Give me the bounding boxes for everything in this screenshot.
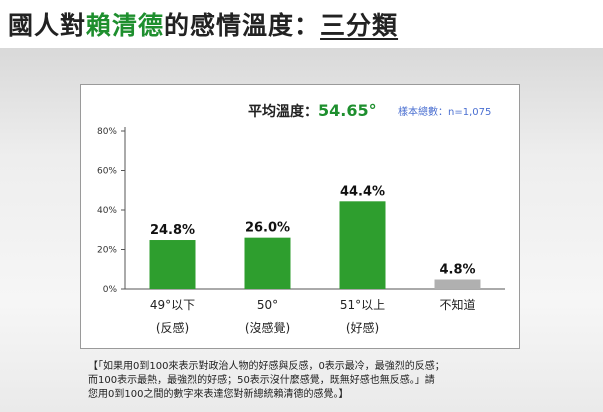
y-tick-label: 60% bbox=[97, 167, 117, 177]
average-label: 平均溫度： bbox=[248, 104, 318, 120]
bar-value-label: 44.4% bbox=[340, 184, 385, 199]
y-tick-label: 20% bbox=[97, 246, 117, 256]
note-line: 而100表示最熱，最強烈的好感；50表示沒什麼感覺，既無好感也無反感。」請 bbox=[88, 375, 435, 386]
y-tick-label: 40% bbox=[97, 206, 117, 216]
page-title: 國人對賴清德的感情溫度：三分類 bbox=[8, 6, 398, 42]
y-tick-label: 0% bbox=[103, 285, 118, 295]
x-tick-label: 51°以上 bbox=[340, 298, 385, 312]
x-tick-label: 49°以下 bbox=[150, 298, 195, 312]
x-tick-sublabel: (沒感覺) bbox=[245, 320, 290, 335]
x-tick-label: 不知道 bbox=[439, 298, 475, 312]
y-tick-label: 80% bbox=[97, 127, 117, 137]
title-middle: 的感情溫度： bbox=[164, 11, 321, 40]
bar-value-label: 4.8% bbox=[439, 263, 475, 278]
x-tick-sublabel: (反感) bbox=[156, 320, 189, 335]
bar-value-label: 26.0% bbox=[245, 221, 290, 236]
x-tick-sublabel: (好感) bbox=[346, 320, 379, 335]
title-underlined: 三分類 bbox=[320, 11, 399, 40]
note-line: 您用0到100之間的數字來表達您對新總統賴清德的感覺。】 bbox=[88, 389, 349, 400]
bar-value-label: 24.8% bbox=[150, 223, 195, 238]
title-prefix: 國人對 bbox=[8, 11, 87, 40]
title-bar: 國人對賴清德的感情溫度：三分類 bbox=[0, 0, 603, 44]
note-line: 【「如果用0到100來表示對政治人物的好感與反感，0表示最冷，最強烈的反感； bbox=[88, 361, 445, 372]
bar bbox=[339, 201, 386, 289]
chart-panel bbox=[80, 84, 520, 349]
bar bbox=[434, 279, 481, 289]
average-temperature: 平均溫度：54.65° bbox=[248, 101, 377, 121]
bar bbox=[244, 237, 291, 289]
average-value: 54.65° bbox=[318, 101, 377, 120]
bar bbox=[149, 240, 196, 289]
sample-size: 樣本總數：n=1,075 bbox=[398, 107, 492, 118]
question-note: 【「如果用0到100來表示對政治人物的好感與反感，0表示最冷，最強烈的反感； 而… bbox=[88, 360, 528, 402]
x-tick-label: 50° bbox=[257, 298, 278, 312]
title-highlight: 賴清德 bbox=[86, 11, 165, 40]
